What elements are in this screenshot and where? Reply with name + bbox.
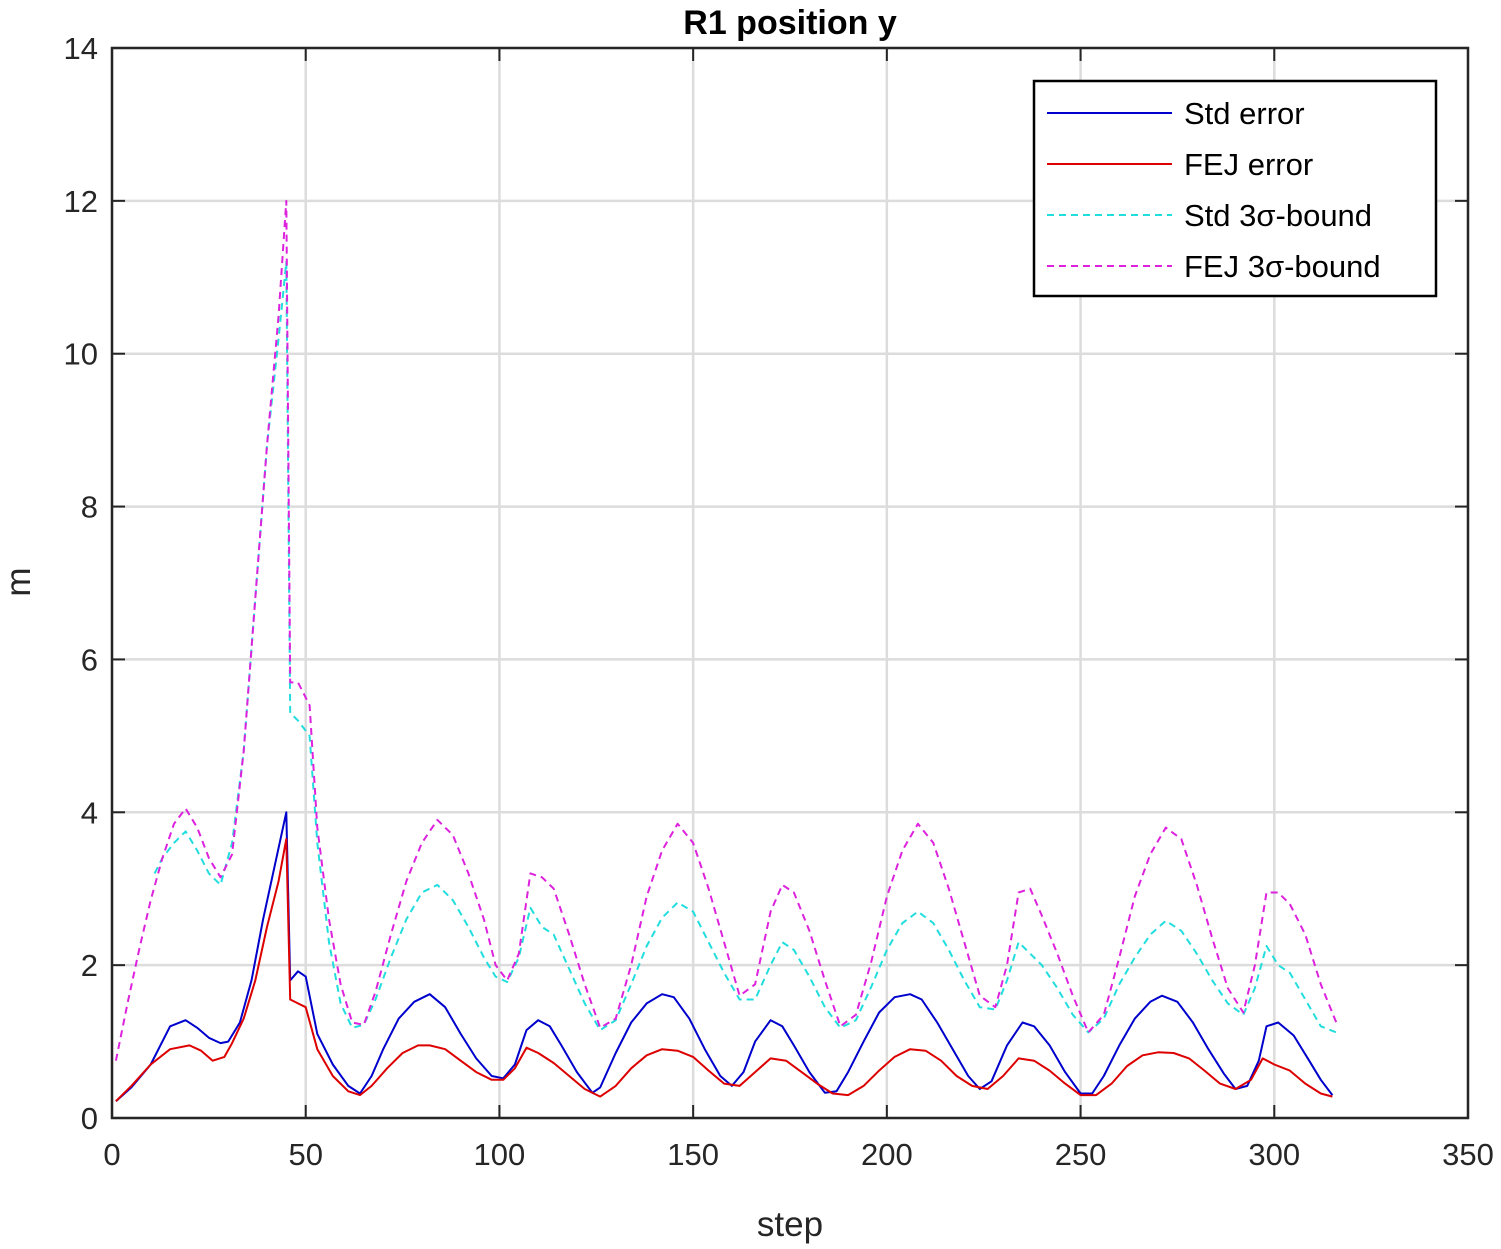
series-line-0 — [115, 811, 1334, 1102]
y-tick-label: 12 — [64, 184, 98, 219]
y-tick-label: 2 — [81, 948, 98, 983]
series-line-1 — [115, 838, 1333, 1102]
legend-label-2: Std 3σ-bound — [1184, 198, 1372, 233]
y-tick-label: 8 — [81, 490, 98, 525]
x-tick-label: 50 — [288, 1137, 322, 1172]
y-tick-label: 14 — [64, 31, 98, 66]
x-tick-label: 300 — [1248, 1137, 1300, 1172]
y-tick-label: 4 — [81, 795, 98, 830]
axis-ticks: 0 50 100 150 200 250 300 350 0 2 4 6 8 10 12 14 — [64, 31, 1494, 1172]
x-tick-label: 150 — [667, 1137, 719, 1172]
legend-label-0: Std error — [1184, 96, 1305, 131]
series-layer — [114, 199, 1338, 1102]
series-line-2 — [153, 261, 1337, 1034]
legend-label-1: FEJ error — [1184, 147, 1313, 182]
legend-label-3: FEJ 3σ-bound — [1184, 249, 1381, 284]
plot-area-frame — [110, 46, 1470, 1120]
y-tick-label: 0 — [81, 1101, 98, 1136]
legend: Std error FEJ error Std 3σ-bound FEJ 3σ-bou… — [1032, 79, 1438, 298]
x-tick-label: 200 — [861, 1137, 913, 1172]
legend-box — [1032, 79, 1438, 298]
series-line-3 — [114, 199, 1338, 1061]
x-axis-label: step — [757, 1205, 823, 1244]
chart-title: R1 position y — [683, 4, 897, 42]
y-tick-label: 6 — [81, 642, 98, 677]
y-axis-label: m — [0, 567, 38, 596]
x-tick-label: 100 — [474, 1137, 526, 1172]
x-tick-label: 350 — [1442, 1137, 1494, 1172]
y-tick-label: 10 — [64, 337, 98, 372]
x-tick-label: 250 — [1055, 1137, 1107, 1172]
x-tick-label: 0 — [103, 1137, 120, 1172]
